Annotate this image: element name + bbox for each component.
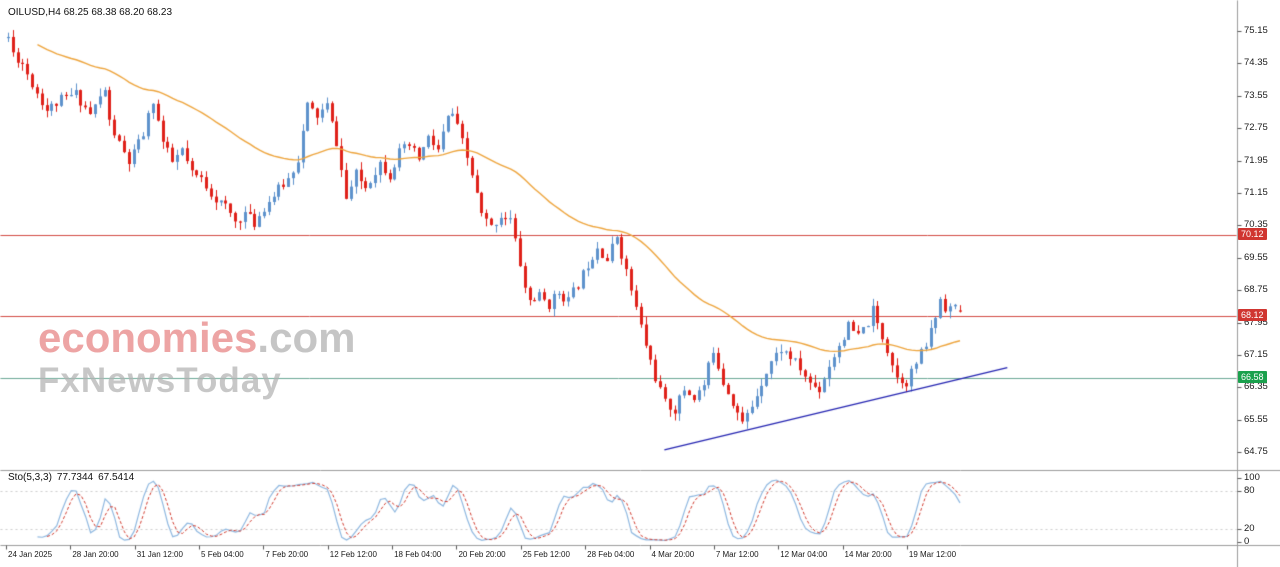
indicator-signal-value: 67.5414 <box>98 472 135 483</box>
price-axis-label: 67.95 <box>1244 316 1268 328</box>
indicator-scale-label: 0 <box>1244 536 1250 547</box>
price-axis-label: 71.15 <box>1244 187 1268 198</box>
price-axis-label: 74.35 <box>1244 57 1268 69</box>
indicator-scale-label: 20 <box>1244 523 1255 535</box>
price-axis[interactable]: 75.15 74.35 73.55 72.75 71.95 71.15 70.35 69.55… <box>1237 0 1280 567</box>
indicator-scale-label: 100 <box>1244 472 1260 483</box>
time-axis[interactable]: 24 Jan 2025 28 Jan 20:00 31 Jan 12:00 5 Feb… <box>0 545 1280 567</box>
time-axis-label: 19 Mar 12:00 <box>908 550 957 559</box>
indicator-main-value: 77.7344 <box>56 472 94 483</box>
price-axis-label: 75.15 <box>1244 25 1268 36</box>
price-level-tag: 70.12 <box>1238 227 1267 241</box>
time-axis-label: 18 Feb 04:00 <box>394 550 442 559</box>
time-axis-label: 4 Mar 20:00 <box>651 550 695 559</box>
time-axis-label: 7 Feb 20:00 <box>265 550 309 559</box>
time-axis-label: 28 Feb 04:00 <box>587 550 635 559</box>
price-axis-label: 71.95 <box>1244 154 1268 166</box>
time-axis-label: 14 Mar 20:00 <box>844 550 892 559</box>
price-axis-label: 64.75 <box>1244 446 1268 458</box>
indicator-name: Sto(5,3,3) <box>8 472 52 483</box>
price-axis-label: 66.35 <box>1244 381 1268 393</box>
symbol-ohlc-label: OILUSD,H4 68.25 68.38 68.20 68.23 <box>8 7 173 18</box>
price-level-tag: 68.12 <box>1238 308 1267 322</box>
time-axis-label: 12 Feb 12:00 <box>329 550 377 559</box>
price-axis-label: 70.35 <box>1244 219 1268 231</box>
time-axis-label: 28 Jan 20:00 <box>72 550 119 559</box>
time-axis-label: 25 Feb 12:00 <box>522 550 570 559</box>
time-axis-label: 31 Jan 12:00 <box>136 550 183 559</box>
time-axis-label: 7 Mar 12:00 <box>715 550 759 559</box>
time-axis-label: 5 Feb 04:00 <box>201 550 244 559</box>
time-axis-label: 20 Feb 20:00 <box>458 550 506 559</box>
indicator-scale-label: 80 <box>1244 484 1255 496</box>
price-axis-label: 68.75 <box>1244 284 1268 296</box>
time-axis-label: 12 Mar 04:00 <box>780 550 828 559</box>
indicator-label: Sto(5,3,3) 77.7344 67.5414 <box>8 472 139 483</box>
price-axis-label: 72.75 <box>1244 122 1268 134</box>
time-axis-label: 24 Jan 2025 <box>8 550 53 559</box>
price-axis-label: 65.55 <box>1244 413 1268 425</box>
price-axis-label: 69.55 <box>1244 251 1268 263</box>
price-level-tag: 66.58 <box>1238 371 1267 384</box>
price-axis-label: 67.15 <box>1244 349 1268 360</box>
price-axis-label: 73.55 <box>1244 89 1268 101</box>
